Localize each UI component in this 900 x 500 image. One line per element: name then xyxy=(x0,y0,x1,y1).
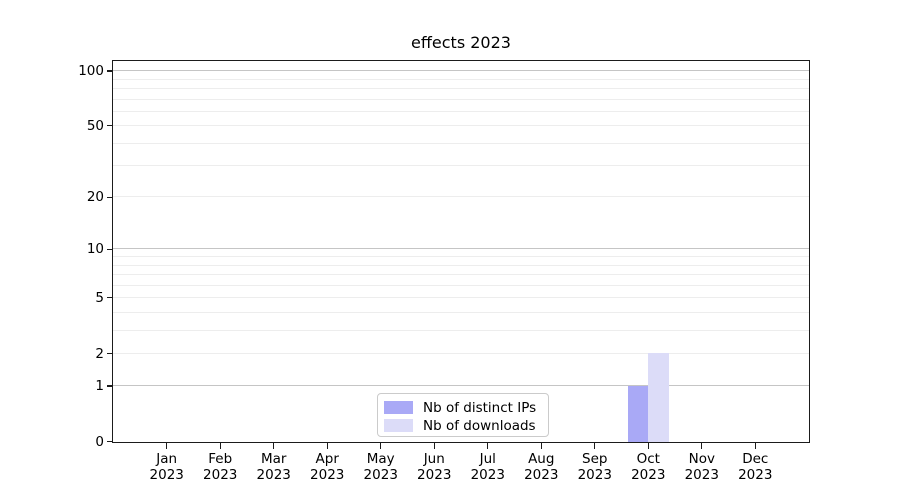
x-tick-year: 2023 xyxy=(577,466,612,483)
x-tick-mark xyxy=(540,443,542,449)
legend-item-distinct-ips: Nb of distinct IPs xyxy=(384,399,540,416)
x-tick-mark xyxy=(326,443,328,449)
minor-gridline xyxy=(113,142,809,144)
bar-nb-of-downloads xyxy=(648,353,669,442)
x-tick-year: 2023 xyxy=(363,466,398,483)
x-tick-year: 2023 xyxy=(417,466,452,483)
minor-gridline xyxy=(113,256,809,258)
y-tick-mark xyxy=(106,352,113,355)
y-tick-label: 10 xyxy=(86,241,104,258)
minor-gridline xyxy=(113,87,809,89)
y-tick-mark xyxy=(106,385,113,387)
x-tick-year: 2023 xyxy=(684,466,719,483)
minor-gridline xyxy=(113,125,809,127)
major-gridline xyxy=(113,248,809,250)
y-tick-label: 100 xyxy=(78,62,104,79)
x-tick-label: Sep 2023 xyxy=(562,451,628,483)
minor-gridline xyxy=(113,352,809,354)
x-tick-label: Aug 2023 xyxy=(508,451,574,483)
legend-label-downloads: Nb of downloads xyxy=(423,417,536,434)
minor-gridline xyxy=(113,110,809,112)
x-tick-year: 2023 xyxy=(203,466,238,483)
x-tick-label: Oct 2023 xyxy=(615,451,681,483)
minor-gridline xyxy=(113,78,809,80)
minor-gridline xyxy=(113,273,809,275)
minor-gridline xyxy=(113,329,809,331)
y-tick-label: 50 xyxy=(86,117,104,134)
y-tick-mark xyxy=(106,297,113,299)
x-tick-label: Apr 2023 xyxy=(294,451,360,483)
x-tick-mark xyxy=(594,443,596,449)
x-tick-mark xyxy=(219,443,221,449)
x-tick-year: 2023 xyxy=(470,466,505,483)
x-tick-label: Mar 2023 xyxy=(241,451,307,483)
chart-title: effects 2023 xyxy=(411,33,511,52)
x-tick-mark xyxy=(647,443,649,449)
x-tick-month: Feb xyxy=(208,451,233,467)
x-tick-month: Nov xyxy=(688,451,715,467)
legend-swatch-distinct-ips xyxy=(384,401,413,414)
x-tick-label: Jan 2023 xyxy=(134,451,200,483)
x-tick-year: 2023 xyxy=(738,466,773,483)
legend-label-distinct-ips: Nb of distinct IPs xyxy=(423,399,537,416)
x-tick-mark xyxy=(701,443,703,449)
x-tick-label: Jul 2023 xyxy=(455,451,521,483)
x-tick-year: 2023 xyxy=(256,466,291,483)
y-tick-mark xyxy=(106,441,113,443)
x-tick-mark xyxy=(166,443,168,449)
x-tick-month: Mar xyxy=(260,451,287,467)
x-tick-month: Jul xyxy=(479,451,496,467)
bar-nb-of-distinct-ips xyxy=(627,385,649,442)
minor-gridline xyxy=(113,264,809,266)
x-tick-label: May 2023 xyxy=(348,451,414,483)
x-tick-year: 2023 xyxy=(149,466,184,483)
x-tick-year: 2023 xyxy=(631,466,666,483)
x-tick-mark xyxy=(380,443,382,449)
minor-gridline xyxy=(113,165,809,167)
y-tick-label: 1 xyxy=(95,378,104,395)
x-tick-month: Jan xyxy=(156,451,178,467)
major-gridline xyxy=(113,385,809,387)
x-tick-label: Nov 2023 xyxy=(669,451,735,483)
y-tick-label: 0 xyxy=(95,433,104,450)
y-tick-label: 20 xyxy=(86,189,104,206)
y-tick-label: 2 xyxy=(95,345,104,362)
x-tick-month: Dec xyxy=(742,451,769,467)
gridlines-layer xyxy=(113,61,809,442)
y-tick-mark xyxy=(106,70,113,72)
x-tick-month: Apr xyxy=(315,451,339,467)
x-tick-label: Jun 2023 xyxy=(401,451,467,483)
y-tick-mark xyxy=(106,248,113,250)
x-tick-month: Oct xyxy=(636,451,660,467)
legend-swatch-downloads xyxy=(384,419,413,432)
y-tick-mark xyxy=(106,125,113,127)
x-tick-mark xyxy=(754,443,756,449)
y-tick-mark xyxy=(106,196,113,198)
x-tick-label: Feb 2023 xyxy=(187,451,253,483)
x-tick-month: May xyxy=(366,451,395,467)
x-tick-month: Sep xyxy=(582,451,608,467)
x-tick-year: 2023 xyxy=(524,466,559,483)
x-tick-month: Jun xyxy=(423,451,445,467)
x-tick-mark xyxy=(487,443,489,449)
legend: Nb of distinct IPs Nb of downloads xyxy=(377,393,549,437)
x-tick-mark xyxy=(433,443,435,449)
plot-area xyxy=(112,60,810,443)
x-tick-label: Dec 2023 xyxy=(722,451,788,483)
minor-gridline xyxy=(113,311,809,313)
minor-gridline xyxy=(113,196,809,198)
minor-gridline xyxy=(113,297,809,299)
minor-gridline xyxy=(113,98,809,100)
x-tick-year: 2023 xyxy=(310,466,345,483)
major-gridline xyxy=(113,70,809,72)
bars-layer xyxy=(113,61,809,442)
legend-item-downloads: Nb of downloads xyxy=(384,417,540,434)
minor-gridline xyxy=(113,284,809,286)
x-tick-month: Aug xyxy=(528,451,555,467)
y-tick-label: 5 xyxy=(95,289,104,306)
x-tick-mark xyxy=(273,443,275,449)
